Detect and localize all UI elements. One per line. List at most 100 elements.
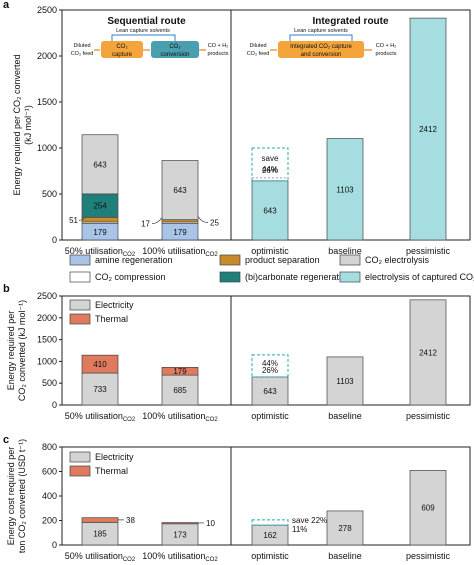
lean-solvent-label: Lean capture solvents	[294, 28, 348, 34]
feed-label: Diluted	[249, 43, 266, 49]
bar-segment	[161, 366, 199, 376]
capture-box-label: capture	[112, 52, 133, 58]
bar-segment	[326, 356, 364, 406]
bar-segment	[326, 510, 364, 546]
category-label-b: baseline	[328, 411, 362, 421]
bar-segment	[81, 354, 119, 374]
legend-swatch	[69, 254, 91, 266]
legend-label: amine regeneration	[95, 255, 173, 265]
legend-label: Thermal	[95, 466, 128, 476]
y-axis-label-a: (kJ mol⁻¹)	[23, 105, 33, 145]
saving-label: save	[262, 154, 279, 163]
side-label: 25	[210, 219, 219, 228]
y-tick-label-c: 200	[42, 516, 57, 526]
section-title: Sequential route	[107, 16, 186, 27]
reduction-label: 26%	[262, 366, 278, 375]
data-label: 278	[338, 524, 352, 533]
bar-segment	[81, 134, 119, 195]
feed-label: CO₂ feed	[247, 51, 270, 57]
y-tick-label-a: 1000	[37, 143, 57, 153]
y-tick-label-b: 2500	[37, 291, 57, 301]
y-tick-label-a: 500	[42, 189, 57, 199]
legend-swatch	[339, 271, 361, 283]
saving-label: save 22%	[292, 516, 327, 525]
legend-label: (bi)carbonate regeneration	[245, 272, 351, 282]
legend-swatch	[219, 254, 241, 266]
capture-box-label: CO₂	[116, 44, 128, 50]
data-label: 643	[263, 387, 277, 396]
legend-swatch	[219, 271, 241, 283]
products-label: CO + H₂	[376, 43, 397, 49]
data-label: 643	[263, 206, 277, 215]
legend-swatch	[69, 271, 91, 283]
leader-line	[78, 218, 85, 221]
data-label: 410	[93, 360, 107, 369]
bar-segment	[161, 160, 199, 221]
y-tick-label-b: 0	[52, 400, 57, 410]
saving-box-bg	[253, 151, 287, 179]
y-tick-label-b: 1500	[37, 335, 57, 345]
data-label: 173	[173, 530, 187, 539]
y-axis-label-b: Energy required per	[6, 311, 16, 391]
category-label-c: baseline	[328, 551, 362, 561]
integrated-box-label: Integrated CO₂ capture	[290, 44, 352, 50]
side-label: 17	[141, 220, 150, 229]
bar-segment	[409, 299, 447, 406]
legend-label: CO₂ compression	[95, 272, 166, 282]
legend-swatch	[69, 465, 91, 477]
products-label: products	[207, 51, 228, 57]
legend-label: product separation	[245, 255, 320, 265]
recycle-loop	[111, 34, 176, 41]
y-tick-label-b: 500	[42, 378, 57, 388]
panel-letter-b: b	[3, 283, 10, 295]
y-tick-label-b: 1000	[37, 356, 57, 366]
capture-box	[101, 41, 143, 58]
data-label: 254	[93, 202, 107, 211]
category-label-b: 50% utilisationCO2	[65, 411, 136, 423]
recycle-loop	[289, 34, 353, 41]
data-label: 1103	[336, 185, 354, 194]
saving-outline	[251, 354, 289, 378]
legend-label: Electricity	[95, 300, 134, 310]
legend-label: CO₂ electrolysis	[365, 255, 430, 265]
bar-segment	[251, 376, 289, 406]
category-label-b: optimistic	[251, 411, 289, 421]
y-axis-label-c: Energy cost required per	[6, 447, 16, 546]
y-axis-label-c: ton CO₂ converted (USD t⁻¹)	[17, 439, 27, 553]
conversion-box	[151, 41, 199, 58]
saving-label: 44%	[262, 359, 278, 368]
y-tick-label-c: 600	[42, 467, 57, 477]
leader-line	[197, 216, 209, 223]
category-label-c: 100% utilisationCO2	[142, 551, 218, 563]
section-title: Integrated route	[312, 16, 389, 27]
y-tick-label-a: 0	[52, 235, 57, 245]
y-tick-label-c: 400	[42, 491, 57, 501]
legend-swatch	[69, 313, 91, 325]
bar-segment	[81, 216, 119, 223]
conversion-box-label: conversion	[160, 52, 189, 58]
side-label: 10	[206, 519, 215, 528]
y-tick-label-a: 2500	[37, 5, 57, 15]
legend-swatch	[69, 451, 91, 463]
feed-label: Diluted	[73, 43, 90, 49]
legend-swatch	[69, 299, 91, 311]
data-label: 179	[93, 228, 107, 237]
data-label: 609	[421, 504, 435, 513]
category-label-b: pessimistic	[406, 411, 451, 421]
bar-segment	[161, 374, 199, 406]
data-label: 179	[173, 228, 187, 237]
data-label: 179	[173, 367, 187, 376]
category-label-c: optimistic	[251, 551, 289, 561]
bar-segment	[251, 524, 289, 546]
y-tick-label-a: 2000	[37, 51, 57, 61]
category-label-a: baseline	[328, 246, 362, 256]
data-label: 643	[93, 160, 107, 169]
category-label-a: 100% utilisationCO2	[142, 246, 218, 258]
reduction-label: 11%	[292, 525, 307, 534]
bar-segment	[409, 470, 447, 546]
category-label-c: 50% utilisationCO2	[65, 551, 136, 563]
panel-letter-c: c	[3, 434, 9, 446]
y-tick-label-b: 2000	[37, 313, 57, 323]
bar-segment	[81, 517, 119, 523]
